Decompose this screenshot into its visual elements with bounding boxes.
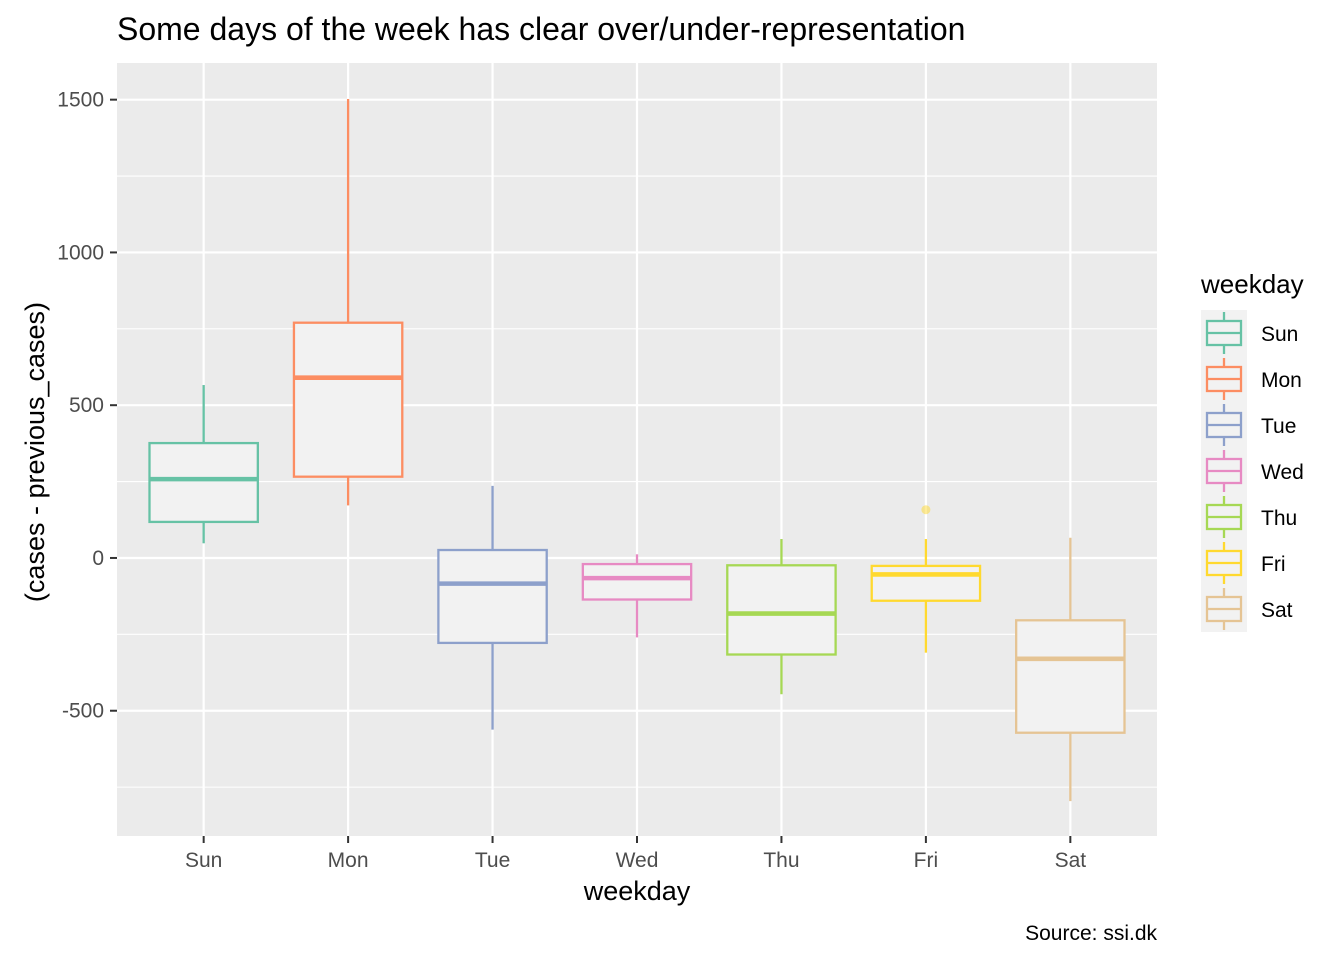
x-tick-label: Fri	[914, 849, 939, 872]
box-sun	[148, 385, 259, 544]
box-body	[437, 548, 548, 645]
y-axis-title: (cases - previous_cases)	[20, 302, 50, 602]
legend-item-wed: Wed	[1205, 450, 1304, 492]
box-body	[148, 441, 259, 524]
box-fri	[870, 505, 982, 653]
legend: weekday Sun Mon Tue Wed Thu Fri Sat	[1200, 269, 1304, 632]
box-body	[1015, 619, 1126, 734]
box-tue	[437, 485, 548, 730]
box-body	[292, 321, 404, 478]
box-mon	[292, 99, 404, 506]
x-tick-label: Sat	[1055, 849, 1087, 872]
legend-items: Sun Mon Tue Wed Thu Fri Sat	[1201, 310, 1304, 632]
y-tick-label: -500	[62, 700, 104, 723]
box-wed	[581, 554, 693, 638]
x-tick-label: Thu	[763, 849, 799, 872]
boxes	[148, 99, 1126, 802]
y-tick-label: 1500	[57, 89, 104, 112]
x-tick-label: Tue	[475, 849, 510, 872]
x-tick-label: Mon	[328, 849, 369, 872]
x-axis-title: weekday	[583, 876, 691, 906]
y-tick-label: 0	[92, 547, 104, 570]
box-body	[726, 564, 837, 656]
legend-label: Wed	[1261, 461, 1304, 484]
x-axis: Sun Mon Tue Wed Thu Fri Sat	[185, 836, 1086, 872]
legend-label: Sun	[1261, 323, 1298, 346]
caption: Source: ssi.dk	[1025, 922, 1157, 945]
legend-item-sun: Sun	[1205, 312, 1298, 354]
legend-label: Thu	[1261, 507, 1297, 530]
box-sat	[1015, 537, 1126, 802]
legend-label: Sat	[1261, 599, 1293, 622]
plot-panel	[117, 63, 1157, 836]
box-body	[870, 564, 982, 602]
legend-item-fri: Fri	[1205, 542, 1286, 584]
y-tick-label: 500	[69, 394, 104, 417]
outlier-point	[921, 505, 931, 515]
legend-label: Fri	[1261, 553, 1286, 576]
chart-title: Some days of the week has clear over/und…	[117, 11, 965, 47]
legend-item-sat: Sat	[1205, 588, 1293, 630]
x-tick-label: Wed	[616, 849, 659, 872]
legend-title: weekday	[1200, 269, 1304, 299]
box-thu	[726, 539, 837, 695]
legend-label: Tue	[1261, 415, 1296, 438]
y-axis: -500 0 500 1000 1500	[57, 89, 117, 723]
legend-label: Mon	[1261, 369, 1302, 392]
legend-item-mon: Mon	[1205, 358, 1302, 400]
legend-item-thu: Thu	[1205, 496, 1297, 538]
box-body	[581, 562, 693, 601]
legend-item-tue: Tue	[1205, 404, 1296, 446]
x-tick-label: Sun	[185, 849, 222, 872]
y-tick-label: 1000	[57, 241, 104, 264]
